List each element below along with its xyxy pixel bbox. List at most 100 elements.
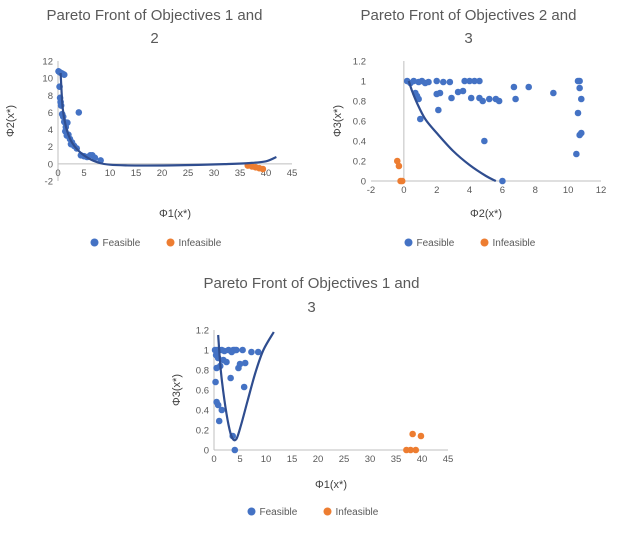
feasible-point [410,77,418,85]
feasible-point [240,383,248,391]
feasible-point [91,154,99,162]
feasible-point [416,115,424,123]
y-tick-label: 1.2 [196,326,209,337]
x-tick-label: 25 [339,454,350,465]
x-tick-label: 40 [261,168,272,179]
x-tick-label: 5 [81,168,86,179]
x-tick-label: 12 [596,185,607,196]
y-axis-label: Φ2(x*) [5,105,17,137]
feasible-point [512,95,519,103]
y-tick-label: 0.2 [196,426,209,437]
feasible-point [461,77,468,85]
chart-svg-1: Pareto Front of Objectives 1 and 2 0 5 10 15 2… [5,7,298,249]
legend-infeasible-marker [480,238,489,247]
x-tick-label: 0 [211,454,216,465]
y-tick-label: 6 [48,108,53,119]
x-tick-label: 0 [55,168,60,179]
chart-title-line2: 3 [307,299,315,316]
legend-feasible-label: Feasible [260,507,298,518]
y-tick-label: 1 [361,77,366,88]
y-tick-label: 0 [361,177,366,188]
feasible-point [439,78,447,86]
legend-infeasible-label: Infeasible [336,507,379,518]
legend-infeasible-marker [323,507,332,516]
infeasible-point [398,177,406,185]
feasible-point [248,348,255,356]
infeasible-point [259,165,267,173]
pareto-trend-curve [217,331,275,442]
feasible-point [214,401,222,409]
feasible-point [448,94,455,102]
infeasible-point [395,162,403,170]
x-tick-label: 6 [500,185,505,196]
feasible-point [471,77,478,85]
feasible-point [573,150,580,158]
x-tick-label: 45 [287,168,298,179]
feasible-point [223,358,230,366]
chart-title-line1: Pareto Front of Objectives 2 and [361,7,577,24]
x-tick-label: 15 [131,168,142,179]
feasible-point [218,406,226,414]
y-axis-label: Φ3(x*) [171,374,183,406]
x-tick-label: 15 [287,454,298,465]
feasible-point [495,97,503,105]
x-tick-label: 0 [401,185,406,196]
feasible-point [574,109,582,117]
y-tick-label: 0 [204,446,209,457]
legend-infeasible-label: Infeasible [179,238,222,249]
y-axis-label: Φ3(x*) [332,105,344,137]
feasible-point [576,131,583,139]
feasible-point [446,78,454,86]
x-axis-label: Φ1(x*) [315,479,347,491]
legend-infeasible-label: Infeasible [493,238,536,249]
feasible-point [239,346,246,354]
feasible-point [75,109,83,116]
feasible-point [576,77,583,85]
x-tick-label: 35 [235,168,246,179]
feasible-point [454,88,462,96]
y-tick-label: 0.4 [353,137,366,148]
feasible-point [425,78,432,86]
y-tick-label: 0.2 [353,157,366,168]
feasible-point [433,77,441,85]
y-tick-label: 8 [48,91,53,102]
feasible-point [227,374,234,382]
feasible-point [254,348,262,356]
legend-infeasible-marker [166,238,175,247]
legend-feasible-marker [90,238,99,247]
infeasible-point [417,432,425,440]
x-tick-label: 25 [183,168,194,179]
x-tick-label: 10 [261,454,272,465]
infeasible-point [412,446,420,454]
y-tick-label: 0.8 [196,366,209,377]
legend-feasible-marker [404,238,413,247]
feasible-point [241,359,249,367]
chart-panel-3: Pareto Front of Objectives 1 and 3 0 5 10 15 2… [158,267,465,537]
feasible-point [576,84,583,92]
feasible-point [436,89,444,97]
y-tick-label: 10 [42,74,53,85]
x-tick-label: 30 [209,168,220,179]
feasible-point [236,360,244,368]
feasible-point [215,417,223,425]
feasible-point [459,87,467,95]
feasible-point [233,346,240,354]
feasible-point [510,83,518,91]
x-axis-label: Φ2(x*) [470,208,502,220]
x-tick-label: 30 [365,454,376,465]
x-tick-label: 10 [105,168,116,179]
x-axis-label: Φ1(x*) [159,208,191,220]
feasible-point [476,77,483,85]
legend-feasible-label: Feasible [103,238,141,249]
feasible-point [435,106,442,114]
x-tick-label: 40 [417,454,428,465]
chart-title-line2: 2 [150,30,158,47]
y-tick-label: 1.2 [353,57,366,68]
y-tick-label: -2 [45,177,53,188]
x-tick-label: 35 [391,454,402,465]
chart-title-line1: Pareto Front of Objectives 1 and [47,7,263,24]
feasible-point [231,446,239,454]
pareto-trend-curve [407,80,497,182]
pareto-trend-curve [59,72,277,167]
